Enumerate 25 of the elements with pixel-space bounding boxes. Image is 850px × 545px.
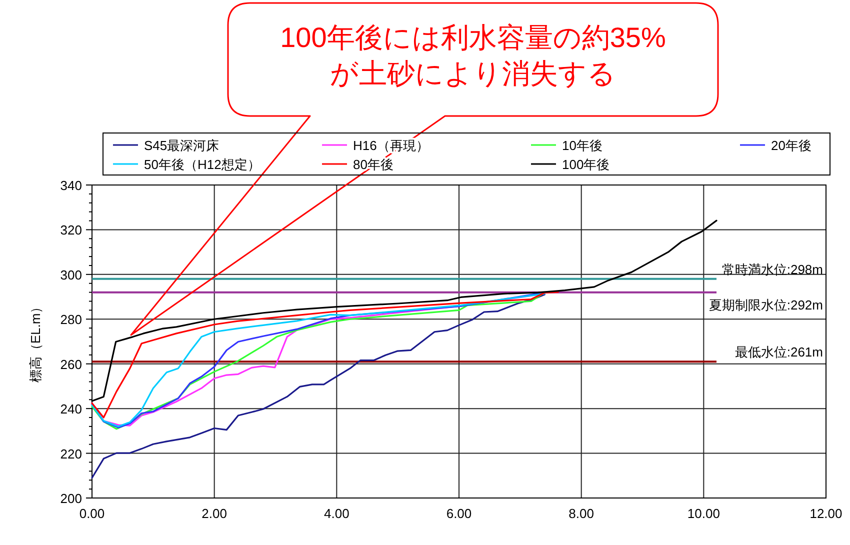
y-tick-label: 240 [60, 402, 82, 417]
x-tick-label: 4.00 [324, 506, 350, 521]
legend-label: 50年後（H12想定） [144, 157, 260, 172]
x-tick-label: 10.00 [687, 506, 720, 521]
y-tick-label: 280 [60, 312, 82, 328]
y-tick-label: 300 [60, 267, 82, 282]
y-tick-label: 340 [60, 178, 82, 193]
y-tick-label: 220 [60, 446, 82, 462]
x-tick-label: 8.00 [568, 506, 594, 521]
legend-label: S45最深河床 [144, 138, 220, 153]
ref-line-label: 夏期制限水位:292m [708, 297, 823, 312]
x-tick-label: 6.00 [446, 506, 472, 521]
x-tick-label: 12.00 [810, 506, 842, 521]
legend-label: 10年後 [562, 138, 602, 153]
legend-label: H16（再現） [353, 138, 429, 153]
ref-line-label: 最低水位:261m [734, 344, 823, 360]
y-tick-label: 200 [60, 491, 82, 506]
y-axis-title: 標高（EL.m） [28, 300, 43, 383]
y-tick-label: 260 [60, 356, 82, 372]
ref-line-label: 常時満水位:298m [722, 262, 823, 277]
legend-label: 20年後 [771, 138, 812, 153]
y-tick-label: 320 [60, 222, 82, 238]
legend-label: 100年後 [562, 157, 610, 172]
x-tick-label: 0.00 [79, 506, 105, 521]
x-tick-label: 2.00 [202, 506, 227, 521]
